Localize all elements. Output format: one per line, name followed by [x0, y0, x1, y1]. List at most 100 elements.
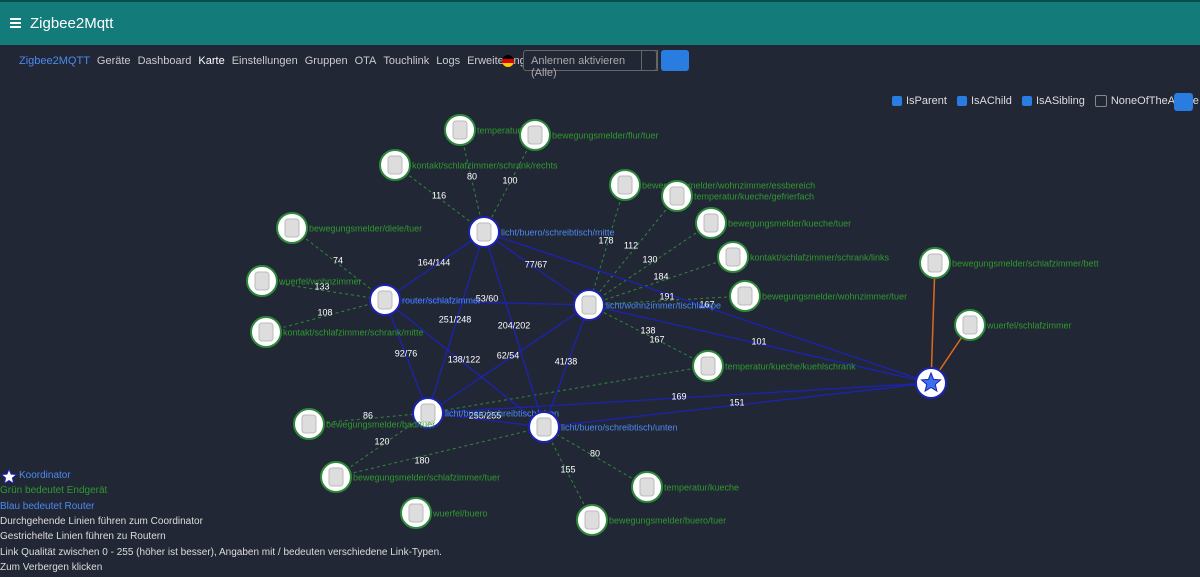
- brand[interactable]: Zigbee2MQTT: [19, 55, 90, 67]
- node[interactable]: wuerfel/wohnzimmer: [246, 265, 362, 297]
- legend-item: Blau bedeutet Router: [0, 500, 95, 512]
- node[interactable]: router/schlafzimmer: [369, 284, 481, 316]
- node[interactable]: bewegungsmelder/schlafzimmer/bett: [919, 247, 1099, 279]
- node-label: kontakt/schlafzimmer/schrank/links: [750, 252, 890, 262]
- node[interactable]: kontakt/schlafzimmer/schrank/mitte: [250, 316, 424, 348]
- device-image: [703, 213, 719, 233]
- link-quality: 167: [649, 334, 664, 344]
- header: Zigbee2Mqtt: [0, 0, 1200, 45]
- node-label: bewegungsmelder/wohnzimmer/tuer: [762, 291, 907, 301]
- nav-link[interactable]: Logs: [436, 55, 461, 67]
- checkbox: [892, 96, 902, 106]
- link-quality: 204/202: [498, 320, 531, 330]
- link: [427, 382, 932, 414]
- link-quality: 80: [590, 448, 600, 458]
- node-label: temperatur/kueche/kuehlschrank: [725, 361, 856, 371]
- link-quality: 164/144: [418, 257, 451, 267]
- device-image: [669, 186, 685, 206]
- node[interactable]: licht/buero/schreibtisch/oben: [412, 397, 559, 429]
- link: [543, 382, 932, 428]
- filter[interactable]: IsASibling: [1021, 95, 1085, 107]
- nav-link[interactable]: OTA: [354, 55, 377, 67]
- language[interactable]: [502, 55, 514, 67]
- star: [920, 371, 942, 393]
- app-title: Zigbee2Mqtt: [30, 15, 114, 32]
- device-image: [254, 271, 270, 291]
- link-quality: 86: [363, 410, 373, 420]
- node[interactable]: kontakt/schlafzimmer/schrank/rechts: [379, 149, 558, 181]
- select-caret[interactable]: [641, 50, 658, 71]
- node[interactable]: bewegungsmelder/flur/tuer: [519, 119, 659, 151]
- nav-link[interactable]: Dashboard: [137, 55, 192, 67]
- link-quality: 74: [333, 255, 343, 265]
- link-quality: 251/248: [439, 314, 472, 324]
- node[interactable]: temperatur/kueche/gefrierfach: [661, 180, 814, 212]
- node[interactable]: temperatur/kueche: [631, 471, 739, 503]
- device-image: [408, 503, 424, 523]
- link-quality: 151: [729, 397, 744, 407]
- legend-item: Gestrichelte Linien führen zu Routern: [0, 531, 166, 543]
- node[interactable]: kontakt/schlafzimmer/schrank/links: [717, 241, 890, 273]
- link: [308, 412, 429, 425]
- coordinator[interactable]: [915, 367, 947, 399]
- link: [588, 222, 712, 306]
- nav-link[interactable]: Einstellungen: [231, 55, 298, 67]
- node-label: bewegungsmelder/bad/tuer: [326, 419, 435, 429]
- link-quality: 138: [640, 325, 655, 335]
- node[interactable]: wuerfel/schlafzimmer: [954, 309, 1072, 341]
- node[interactable]: temperatur/kueche/kuehlschrank: [692, 350, 856, 382]
- link-quality: 169: [671, 391, 686, 401]
- link-quality: 130: [642, 254, 657, 264]
- node[interactable]: bewegungsmelder/kueche/tuer: [695, 207, 851, 239]
- link: [335, 412, 429, 478]
- link: [384, 231, 485, 301]
- link: [427, 412, 545, 428]
- link: [483, 231, 545, 428]
- link: [394, 164, 485, 233]
- nav-link[interactable]: Gruppen: [304, 55, 348, 67]
- permit-join-button[interactable]: [661, 50, 689, 71]
- node[interactable]: licht/wohnzimmer/tischlampe: [573, 289, 721, 321]
- link: [427, 365, 709, 414]
- node[interactable]: bewegungsmelder/bad/tuer: [293, 408, 435, 440]
- nav-link[interactable]: Karte: [198, 55, 225, 67]
- link: [588, 304, 932, 384]
- device-image: [420, 403, 436, 423]
- nav-link[interactable]: Touchlink: [383, 55, 430, 67]
- refresh-button[interactable]: [1174, 93, 1193, 111]
- permit-join-select[interactable]: Anlernen aktivieren (Alle): [523, 50, 657, 79]
- link: [335, 426, 545, 478]
- node-label: licht/wohnzimmer/tischlampe: [606, 300, 721, 310]
- node[interactable]: bewegungsmelder/buero/tuer: [576, 504, 726, 536]
- link-quality: 108: [317, 307, 332, 317]
- node[interactable]: bewegungsmelder/wohnzimmer/tuer: [729, 280, 907, 312]
- device-image: [377, 290, 393, 310]
- node[interactable]: licht/buero/schreibtisch/unten: [528, 411, 678, 443]
- node[interactable]: licht/buero/schreibtisch/mitte: [468, 216, 615, 248]
- device-image: [536, 417, 552, 437]
- node[interactable]: wuerfel/buero: [400, 497, 488, 529]
- node[interactable]: bewegungsmelder/wohnzimmer/essbereich: [609, 169, 815, 201]
- device-image: [581, 295, 597, 315]
- link: [384, 299, 545, 428]
- node[interactable]: bewegungsmelder/diele/tuer: [276, 212, 422, 244]
- legend-item: Link Qualität zwischen 0 - 255 (höher is…: [0, 546, 442, 558]
- link: [930, 262, 936, 384]
- menu[interactable]: [10, 18, 21, 28]
- legend-item: Durchgehende Linien führen zum Coordinat…: [0, 515, 203, 527]
- link-quality: 112: [624, 240, 638, 250]
- filter[interactable]: IsAChild: [956, 95, 1012, 107]
- node[interactable]: temperatur: [444, 114, 521, 146]
- node-label: wuerfel/schlafzimmer: [986, 320, 1072, 330]
- filter[interactable]: IsParent: [892, 95, 947, 107]
- link-quality: 100: [502, 175, 517, 185]
- device-image: [737, 286, 753, 306]
- device-image: [725, 247, 741, 267]
- node[interactable]: bewegungsmelder/schlafzimmer/tuer: [320, 461, 500, 493]
- legend-star: [0, 468, 18, 485]
- link: [291, 227, 386, 301]
- node-label: temperatur/kueche: [664, 482, 739, 492]
- nav-link[interactable]: Geräte: [96, 55, 131, 67]
